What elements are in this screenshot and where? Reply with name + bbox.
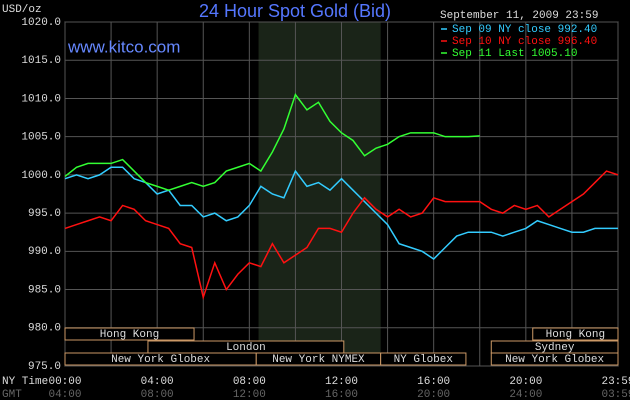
y-tick-label: 990.0 [28, 246, 61, 258]
y-tick-label: 975.0 [28, 361, 61, 373]
series-line [64, 93, 480, 191]
x2-axis-label: GMT [2, 389, 22, 400]
x-tick-label: 23:59 [601, 376, 630, 388]
session-label: New York Globex [505, 354, 604, 366]
x2-tick-label: 03:59 [601, 389, 630, 400]
y-tick-label: 1010.0 [21, 93, 61, 105]
session-box [490, 352, 619, 366]
x2-tick-label: 16:00 [325, 389, 358, 400]
series-line [64, 166, 618, 260]
session-label: NY Globex [394, 354, 454, 366]
highlight-band [258, 22, 381, 366]
series-line [64, 170, 619, 300]
x2-tick-label: 04:00 [48, 389, 81, 400]
x-tick-label: 16:00 [417, 376, 450, 388]
session-box [380, 352, 467, 366]
timestamp: September 11, 2009 23:59 [440, 10, 598, 22]
session-box [532, 327, 619, 341]
watermark: www.kitco.com [67, 37, 180, 56]
x-tick-label: 12:00 [325, 376, 358, 388]
y-tick-label: 980.0 [28, 323, 61, 335]
session-box [64, 327, 195, 341]
x-tick-label: 20:00 [509, 376, 542, 388]
x-tick-label: 00:00 [48, 376, 81, 388]
legend-label: Sep 09 NY close 992.40 [452, 24, 597, 36]
session-label: London [226, 342, 266, 354]
legend-label: Sep 11 Last 1005.10 [452, 48, 577, 60]
x-tick-label: 08:00 [233, 376, 266, 388]
session-label: Hong Kong [100, 329, 159, 341]
x2-tick-label: 24:00 [509, 389, 542, 400]
session-label: New York NYMEX [272, 354, 365, 366]
legend-label: Sep 10 NY close 996.40 [452, 36, 597, 48]
y-tick-label: 1000.0 [21, 170, 61, 182]
session-label: New York Globex [111, 354, 210, 366]
session-label: Sydney [535, 342, 575, 354]
x-tick-label: 04:00 [141, 376, 174, 388]
x2-tick-label: 08:00 [141, 389, 174, 400]
y-tick-label: 995.0 [28, 208, 61, 220]
x2-tick-label: 20:00 [417, 389, 450, 400]
y-axis-label: USD/oz [2, 4, 42, 16]
x2-tick-label: 12:00 [233, 389, 266, 400]
chart-title: 24 Hour Spot Gold (Bid) [199, 1, 391, 21]
y-tick-label: 1015.0 [21, 55, 61, 67]
session-label: Hong Kong [546, 329, 605, 341]
y-tick-label: 1005.0 [21, 132, 61, 144]
x-axis-label: NY Time [2, 376, 48, 388]
y-tick-label: 985.0 [28, 284, 61, 296]
y-tick-label: 1020.0 [21, 17, 61, 29]
